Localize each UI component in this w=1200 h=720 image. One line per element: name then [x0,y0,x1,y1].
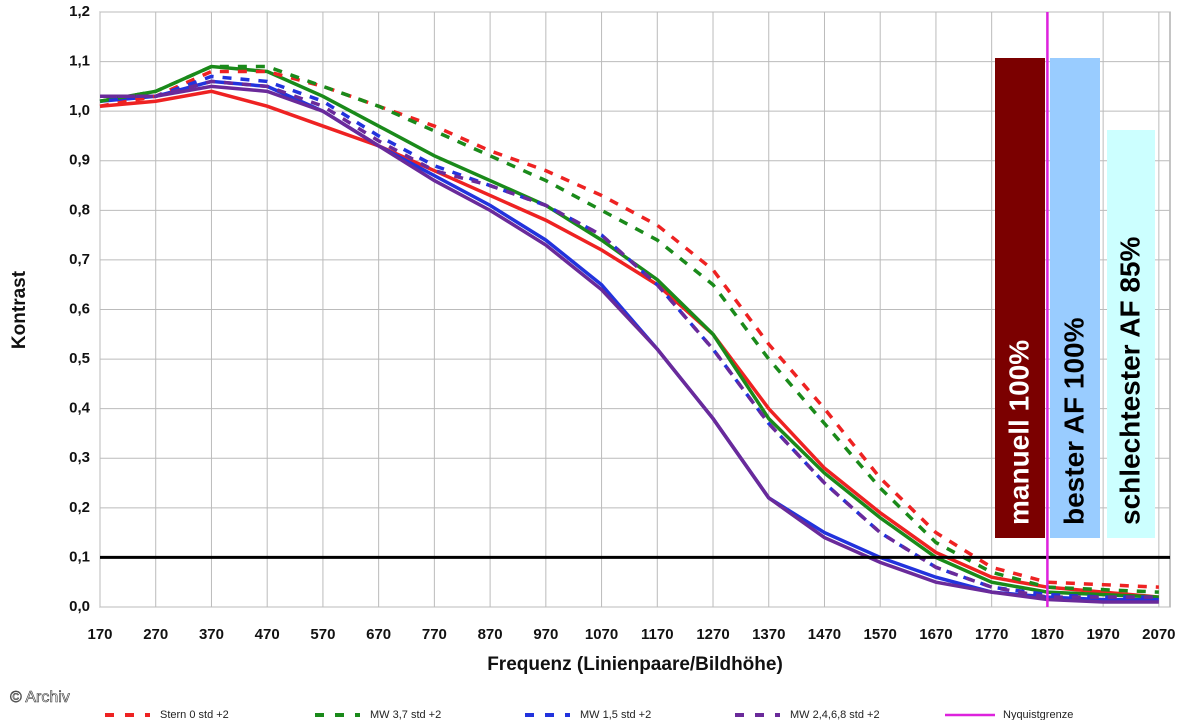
line-series [99,64,1159,594]
x-tick-label: 1970 [1086,626,1119,643]
x-tick-label: 170 [87,626,112,643]
x-tick-label: 1070 [585,626,618,643]
y-tick-label: 1,1 [69,53,90,70]
y-tick-label: 0,7 [69,251,90,268]
line-series [100,74,1159,599]
y-tick-label: 1,0 [69,102,90,119]
y-tick-label: 0,8 [69,201,90,218]
x-tick-label: 1170 [641,626,674,643]
y-tick-label: 0,9 [69,152,90,169]
annotation: bester AF 100% [1058,317,1089,525]
line-series [100,84,1159,604]
y-tick-label: 0,5 [69,350,90,367]
x-axis-title: Frequenz (Linienpaare/Bildhöhe) [487,654,783,675]
y-tick-label: 0,1 [69,548,90,565]
x-tick-label: 870 [478,626,503,643]
x-tick-label: 470 [255,626,280,643]
y-tick-label: 0,0 [69,598,90,615]
annotation-box [995,58,1045,538]
legend-label: Stern 0 std +2 [160,709,229,720]
x-tick-label: 370 [199,626,224,643]
x-tick-label: 570 [310,626,335,643]
y-tick-label: 0,6 [69,300,90,317]
legend-label: MW 3,7 std +2 [370,709,441,720]
x-tick-label: 770 [422,626,447,643]
line-series [99,89,1160,599]
annotation: manuell 100% [1003,340,1034,525]
x-tick-label: 1270 [696,626,729,643]
x-tick-label: 1870 [1031,626,1064,643]
credit: © Archiv [10,689,70,706]
x-tick-label: 1370 [752,626,785,643]
annotation-box [1107,130,1155,538]
x-tick-label: 1470 [808,626,841,643]
annotation: schlechtester AF 85% [1114,236,1145,525]
x-tick-label: 1770 [975,626,1008,643]
x-tick-label: 2070 [1142,626,1175,643]
legend-label: MW 2,4,6,8 std +2 [790,709,880,720]
x-tick-label: 670 [366,626,391,643]
y-tick-label: 0,3 [69,449,90,466]
annotation-box [1050,58,1100,538]
x-tick-label: 1670 [919,626,952,643]
y-axis-title: Kontrast [9,270,30,349]
x-tick-label: 970 [533,626,558,643]
x-tick-label: 270 [143,626,168,643]
legend-label: MW 1,5 std +2 [580,709,651,720]
x-tick-label: 1570 [864,626,897,643]
legend-label: Nyquistgrenze [1003,709,1073,720]
y-tick-label: 1,2 [69,3,90,20]
line-series [99,69,1159,589]
y-tick-label: 0,2 [69,499,90,516]
y-tick-label: 0,4 [69,400,91,417]
